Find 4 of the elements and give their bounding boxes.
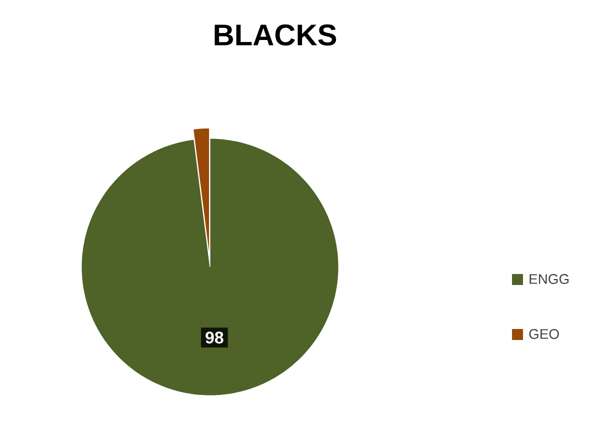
legend-label: ENGG xyxy=(530,274,569,284)
chart-title: BLACKS xyxy=(214,24,336,46)
legend-label: GEO xyxy=(529,329,559,339)
data-label: 98 xyxy=(206,332,224,344)
